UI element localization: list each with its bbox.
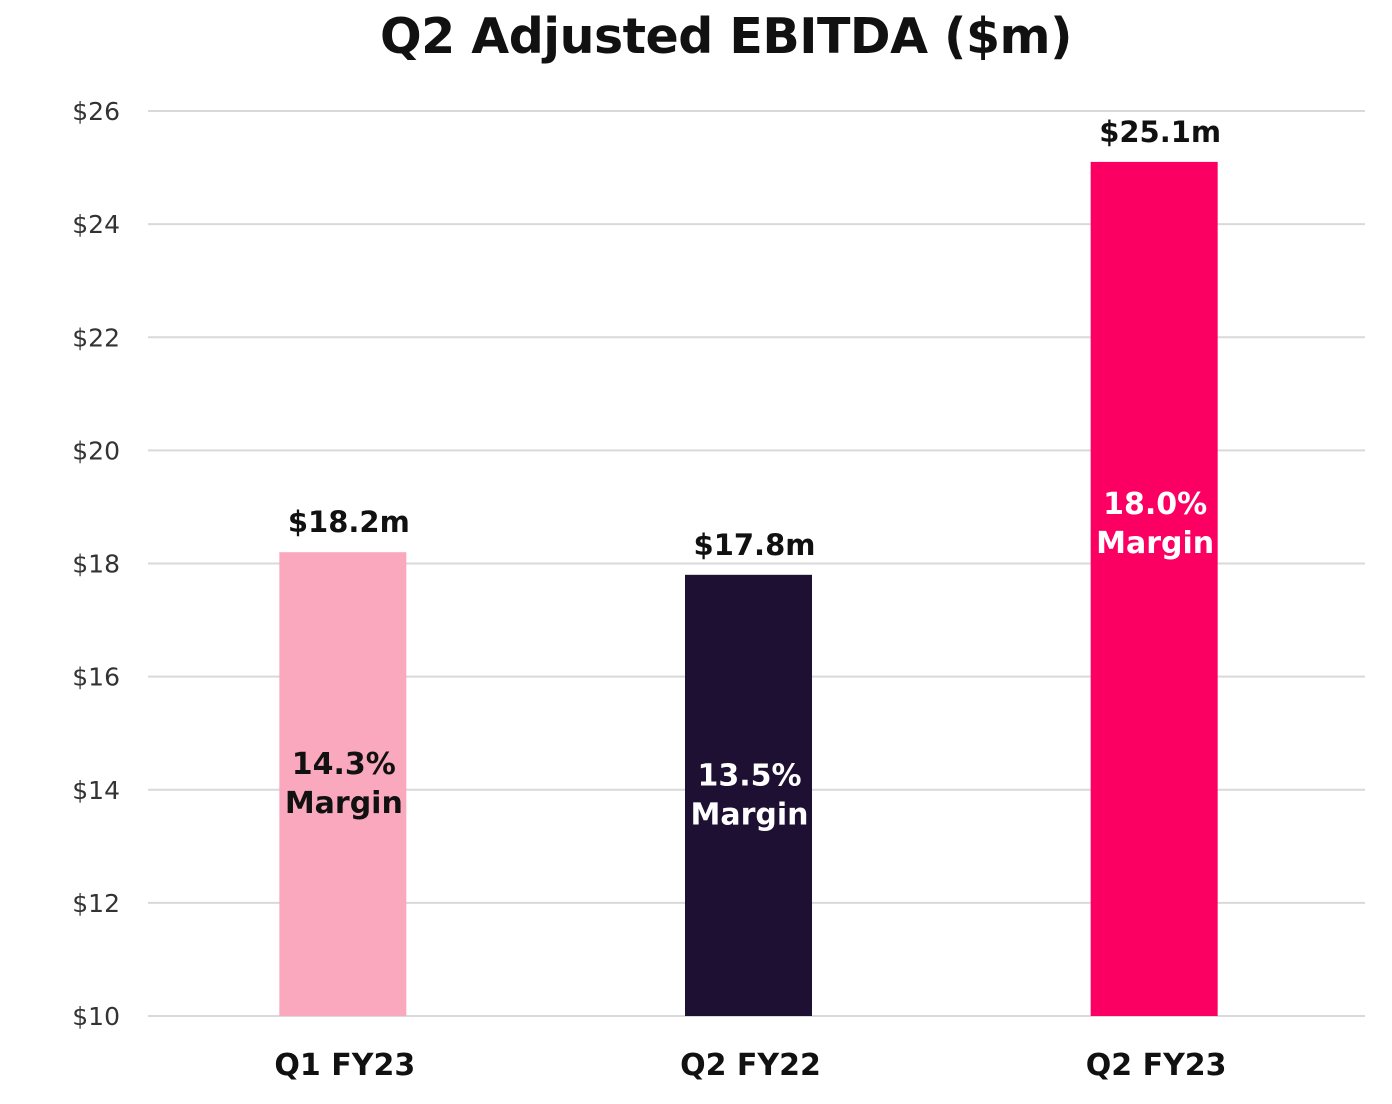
- value-label: $17.8m: [694, 528, 816, 562]
- y-tick-label: $10: [72, 1002, 120, 1031]
- margin-percent-label: 18.0%: [1103, 487, 1207, 522]
- y-tick-label: $24: [72, 210, 120, 239]
- y-tick-label: $14: [72, 776, 120, 805]
- x-tick-label: Q2 FY22: [680, 1048, 821, 1083]
- value-labels: $18.2m 14.3% Margin $17.8m 13.5% Margin $25.1m…: [285, 115, 1221, 833]
- y-tick-label: $20: [72, 436, 120, 465]
- chart-title: Q2 Adjusted EBITDA ($m): [379, 8, 1073, 65]
- bars: [279, 161, 1218, 1016]
- value-label: $18.2m: [288, 505, 410, 539]
- x-tick-label: Q1 FY23: [274, 1048, 415, 1083]
- bar-q2-fy23: [1090, 161, 1218, 1016]
- margin-word-label: Margin: [1096, 526, 1214, 561]
- value-label: $25.1m: [1099, 115, 1221, 149]
- margin-word-label: Margin: [285, 786, 403, 821]
- x-axis-ticks: Q1 FY23 Q2 FY22 Q2 FY23: [274, 1048, 1226, 1083]
- y-tick-label: $26: [72, 97, 120, 126]
- bar-q2-fy22: [685, 574, 812, 1016]
- margin-percent-label: 14.3%: [292, 747, 396, 782]
- y-tick-label: $16: [72, 663, 120, 692]
- margin-percent-label: 13.5%: [697, 758, 801, 793]
- y-tick-label: $12: [72, 889, 120, 918]
- y-axis-ticks: $10 $12 $14 $16 $18 $20 $22 $24 $26: [72, 97, 120, 1031]
- y-tick-label: $22: [72, 323, 120, 352]
- x-tick-label: Q2 FY23: [1086, 1048, 1227, 1083]
- y-tick-label: $18: [72, 550, 120, 579]
- bar-q1-fy23: [279, 552, 407, 1016]
- margin-word-label: Margin: [690, 797, 808, 832]
